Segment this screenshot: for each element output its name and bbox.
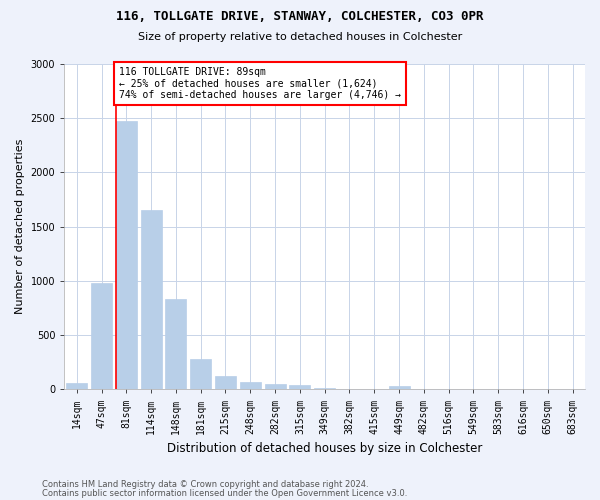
Text: Contains HM Land Registry data © Crown copyright and database right 2024.: Contains HM Land Registry data © Crown c… <box>42 480 368 489</box>
Text: 116 TOLLGATE DRIVE: 89sqm
← 25% of detached houses are smaller (1,624)
74% of se: 116 TOLLGATE DRIVE: 89sqm ← 25% of detac… <box>119 68 401 100</box>
Bar <box>265 384 286 390</box>
Bar <box>289 385 310 390</box>
Text: Contains public sector information licensed under the Open Government Licence v3: Contains public sector information licen… <box>42 489 407 498</box>
Bar <box>190 359 211 390</box>
Bar <box>240 382 261 390</box>
Text: Size of property relative to detached houses in Colchester: Size of property relative to detached ho… <box>138 32 462 42</box>
Bar <box>314 388 335 390</box>
Bar <box>66 383 87 390</box>
Bar <box>166 300 187 390</box>
Bar <box>140 210 161 390</box>
X-axis label: Distribution of detached houses by size in Colchester: Distribution of detached houses by size … <box>167 442 482 455</box>
Bar <box>215 376 236 390</box>
Bar <box>116 122 137 390</box>
Text: 116, TOLLGATE DRIVE, STANWAY, COLCHESTER, CO3 0PR: 116, TOLLGATE DRIVE, STANWAY, COLCHESTER… <box>116 10 484 23</box>
Bar <box>389 386 410 390</box>
Y-axis label: Number of detached properties: Number of detached properties <box>15 139 25 314</box>
Bar <box>91 283 112 390</box>
